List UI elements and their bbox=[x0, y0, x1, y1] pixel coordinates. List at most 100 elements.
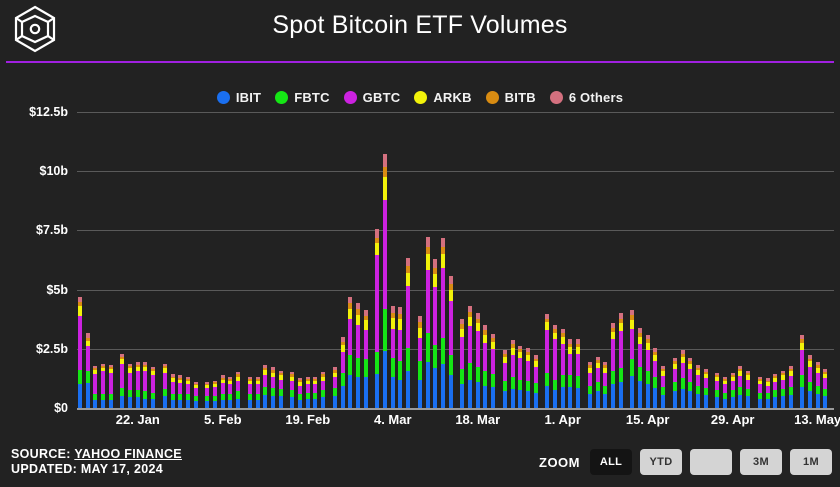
bar-column[interactable] bbox=[638, 328, 643, 408]
bar-column[interactable] bbox=[587, 362, 592, 408]
bar-column[interactable] bbox=[672, 357, 677, 408]
bar-column[interactable] bbox=[425, 237, 430, 408]
bar-column[interactable] bbox=[228, 376, 233, 408]
bar-column[interactable] bbox=[560, 328, 565, 408]
bar-column[interactable] bbox=[398, 307, 403, 408]
bar-column[interactable] bbox=[738, 365, 743, 408]
legend-item-6-others[interactable]: 6 Others bbox=[549, 90, 623, 105]
bar-column[interactable] bbox=[715, 372, 720, 408]
bar-column[interactable] bbox=[688, 357, 693, 408]
bar-column[interactable] bbox=[525, 347, 530, 408]
zoom-button-all[interactable]: ALL bbox=[590, 449, 632, 475]
bar-column[interactable] bbox=[773, 373, 778, 408]
bar-column[interactable] bbox=[553, 325, 558, 408]
bar-column[interactable] bbox=[375, 229, 380, 408]
bar-column[interactable] bbox=[483, 325, 488, 408]
bar-column[interactable] bbox=[298, 377, 303, 408]
bar-column[interactable] bbox=[213, 380, 218, 408]
legend-item-fbtc[interactable]: FBTC bbox=[275, 90, 329, 105]
bar-column[interactable] bbox=[661, 365, 666, 408]
bar-column[interactable] bbox=[193, 381, 198, 408]
bar-column[interactable] bbox=[178, 375, 183, 408]
bar-column[interactable] bbox=[730, 372, 735, 408]
bar-column[interactable] bbox=[533, 355, 538, 408]
bar-column[interactable] bbox=[120, 354, 125, 408]
bar-column[interactable] bbox=[313, 376, 318, 408]
bar-column[interactable] bbox=[348, 296, 353, 408]
bar-column[interactable] bbox=[645, 334, 650, 408]
bar-column[interactable] bbox=[170, 374, 175, 408]
bar-column[interactable] bbox=[491, 333, 496, 408]
bar-column[interactable] bbox=[247, 376, 252, 408]
bar-column[interactable] bbox=[383, 153, 388, 408]
bar-column[interactable] bbox=[270, 367, 275, 408]
bar-column[interactable] bbox=[417, 315, 422, 408]
bar-column[interactable] bbox=[162, 363, 167, 408]
bar-column[interactable] bbox=[788, 365, 793, 408]
legend-item-gbtc[interactable]: GBTC bbox=[343, 90, 401, 105]
bar-column[interactable] bbox=[143, 362, 148, 408]
bar-column[interactable] bbox=[93, 365, 98, 408]
zoom-button-3m[interactable]: 3M bbox=[740, 449, 782, 475]
bar-column[interactable] bbox=[433, 259, 438, 408]
bar-column[interactable] bbox=[800, 334, 805, 408]
legend-item-bitb[interactable]: BITB bbox=[485, 90, 536, 105]
bar-column[interactable] bbox=[618, 313, 623, 408]
bar-column[interactable] bbox=[406, 258, 411, 408]
bar-column[interactable] bbox=[595, 356, 600, 408]
bar-column[interactable] bbox=[680, 350, 685, 408]
bar-column[interactable] bbox=[78, 296, 82, 408]
bar-column[interactable] bbox=[321, 371, 326, 408]
bar-column[interactable] bbox=[780, 370, 785, 408]
zoom-button-ytd[interactable]: YTD bbox=[640, 449, 682, 475]
bar-column[interactable] bbox=[290, 371, 295, 408]
bar-column[interactable] bbox=[815, 362, 820, 408]
bar-column[interactable] bbox=[448, 276, 453, 408]
bar-column[interactable] bbox=[808, 355, 813, 408]
bar-column[interactable] bbox=[502, 350, 507, 408]
legend-item-arkb[interactable]: ARKB bbox=[414, 90, 471, 105]
bar-column[interactable] bbox=[630, 309, 635, 408]
bar-column[interactable] bbox=[653, 347, 658, 408]
bar-column[interactable] bbox=[545, 313, 550, 408]
bar-column[interactable] bbox=[510, 339, 515, 408]
bar-column[interactable] bbox=[108, 364, 113, 408]
bar-column[interactable] bbox=[440, 238, 445, 408]
bar-column[interactable] bbox=[305, 376, 310, 408]
zoom-button-1m[interactable]: 1M bbox=[790, 449, 832, 475]
bar-column[interactable] bbox=[332, 367, 337, 408]
bar-column[interactable] bbox=[765, 378, 770, 408]
bar-column[interactable] bbox=[468, 306, 473, 408]
bar-column[interactable] bbox=[205, 381, 210, 408]
bar-column[interactable] bbox=[278, 370, 283, 408]
bar-column[interactable] bbox=[340, 337, 345, 408]
bar-column[interactable] bbox=[695, 364, 700, 408]
bar-column[interactable] bbox=[460, 319, 465, 408]
legend-item-ibit[interactable]: IBIT bbox=[216, 90, 261, 105]
bar-column[interactable] bbox=[220, 375, 225, 408]
bar-column[interactable] bbox=[746, 370, 750, 408]
bar-column[interactable] bbox=[151, 367, 156, 408]
bar-column[interactable] bbox=[100, 363, 105, 408]
bar-column[interactable] bbox=[135, 362, 140, 408]
bar-column[interactable] bbox=[603, 362, 608, 408]
bar-column[interactable] bbox=[757, 376, 762, 408]
bar-column[interactable] bbox=[185, 376, 190, 408]
bar-column[interactable] bbox=[568, 339, 573, 408]
bar-column[interactable] bbox=[475, 313, 480, 408]
bar-column[interactable] bbox=[576, 339, 581, 408]
bar-column[interactable] bbox=[518, 345, 523, 408]
bar-column[interactable] bbox=[255, 376, 260, 408]
source-link[interactable]: YAHOO FINANCE bbox=[74, 447, 182, 461]
bar-column[interactable] bbox=[823, 369, 828, 408]
zoom-button-blank[interactable] bbox=[690, 449, 732, 475]
bar-column[interactable] bbox=[723, 376, 728, 408]
bar-column[interactable] bbox=[236, 371, 241, 408]
bar-column[interactable] bbox=[703, 369, 708, 408]
bar-column[interactable] bbox=[355, 302, 360, 408]
bar-column[interactable] bbox=[263, 364, 268, 408]
bar-column[interactable] bbox=[85, 333, 90, 408]
bar-column[interactable] bbox=[610, 323, 615, 408]
bar-column[interactable] bbox=[390, 306, 395, 408]
bar-column[interactable] bbox=[363, 309, 368, 408]
